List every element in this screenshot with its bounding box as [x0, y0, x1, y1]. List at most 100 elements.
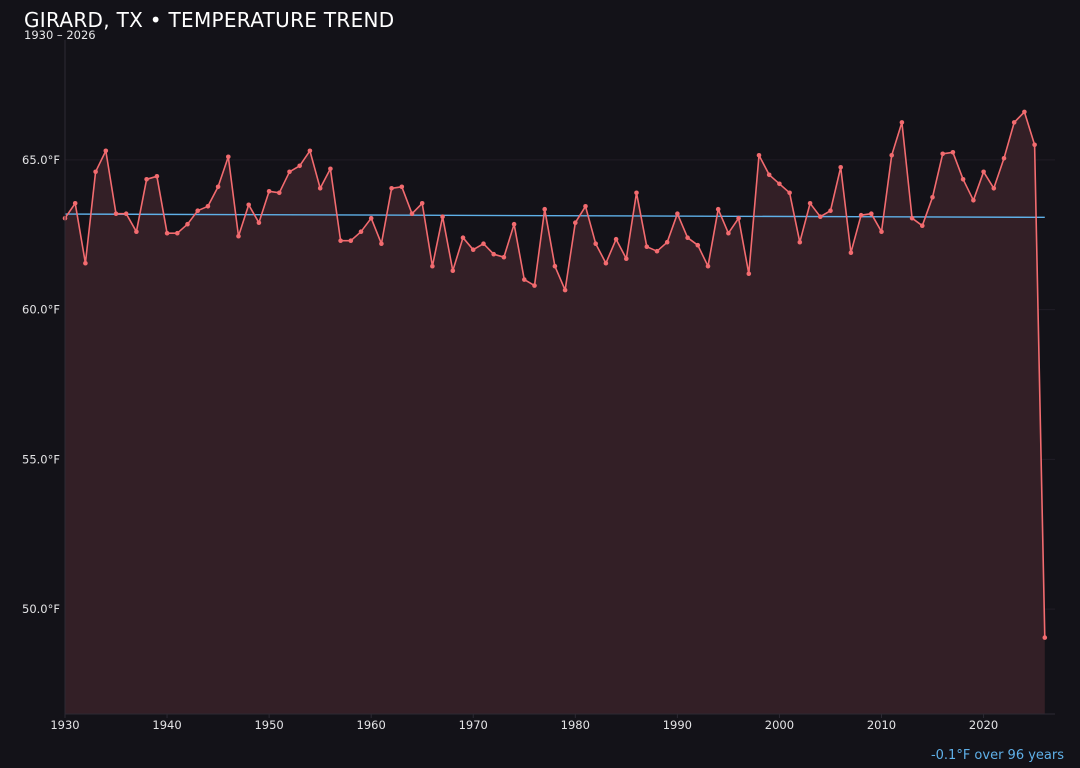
data-point: [624, 256, 629, 262]
data-point: [736, 215, 741, 221]
x-tick-label: 2000: [765, 718, 794, 732]
data-point: [113, 211, 119, 216]
data-point: [930, 195, 935, 200]
data-point: [960, 177, 966, 182]
data-point: [328, 166, 333, 172]
y-tick-label: 65.0°F: [22, 153, 60, 167]
data-point: [389, 186, 394, 191]
data-point: [511, 221, 517, 227]
axes: [64, 40, 1055, 718]
data-point: [552, 263, 558, 269]
data-point: [542, 206, 547, 212]
x-tick-label: 2020: [969, 718, 998, 732]
data-point: [675, 211, 680, 216]
data-point: [93, 169, 98, 175]
data-point: [787, 190, 792, 196]
data-point: [828, 208, 833, 213]
data-point: [175, 230, 180, 236]
data-point: [532, 283, 537, 288]
data-point: [889, 153, 894, 158]
data-point: [899, 120, 905, 125]
data-point: [419, 201, 425, 206]
data-point: [195, 208, 200, 213]
data-point: [1042, 635, 1048, 640]
trend-annotation: -0.1°F over 96 years: [930, 748, 1064, 763]
chart-title: GIRARD, TX • TEMPERATURE TREND: [24, 8, 395, 32]
data-point: [491, 251, 497, 257]
data-point: [256, 220, 262, 225]
data-point: [705, 263, 711, 269]
x-tick-label: 1980: [561, 718, 590, 732]
data-point: [338, 238, 343, 243]
data-point: [134, 229, 139, 234]
data-point: [1001, 156, 1007, 161]
data-point: [726, 230, 731, 236]
data-point: [368, 215, 374, 221]
data-point: [746, 271, 752, 277]
y-tick-label: 55.0°F: [22, 452, 60, 466]
data-point: [818, 214, 823, 219]
data-point: [481, 241, 486, 246]
data-point: [317, 186, 323, 191]
data-point: [664, 239, 670, 245]
data-point: [991, 186, 997, 191]
data-point: [123, 211, 129, 216]
data-point: [879, 229, 884, 234]
x-tick-label: 1960: [357, 718, 386, 732]
data-point: [685, 235, 690, 240]
data-point: [869, 211, 874, 216]
x-tick-label: 1950: [254, 718, 283, 732]
y-axis-ticks: 50.0°F 55.0°F 60.0°F 65.0°F: [22, 153, 60, 616]
data-point: [501, 254, 507, 260]
data-point: [715, 206, 721, 212]
x-axis-ticks: 1930 1940 1950 1960 1970 1980 1990 2000 2010 2020: [50, 718, 998, 732]
data-point: [583, 204, 588, 209]
data-point: [287, 169, 292, 175]
data-point: [838, 165, 843, 170]
data-point: [399, 184, 405, 190]
data-point: [950, 150, 956, 155]
data-point: [573, 220, 578, 225]
data-point: [358, 229, 364, 234]
data-point: [756, 153, 762, 158]
y-tick-label: 50.0°F: [22, 602, 60, 616]
data-point: [909, 215, 915, 221]
data-point: [1022, 109, 1027, 115]
data-point: [72, 201, 78, 206]
data-point: [460, 235, 466, 240]
data-point: [613, 236, 619, 242]
data-point: [440, 214, 445, 219]
data-point: [470, 247, 476, 252]
data-point: [695, 242, 701, 248]
data-point: [562, 287, 568, 293]
data-point: [450, 268, 456, 274]
data-point: [307, 148, 313, 154]
data-point: [1032, 142, 1037, 148]
data-point: [1011, 120, 1017, 125]
data-point: [797, 239, 803, 245]
data-point: [205, 204, 211, 209]
data-point: [185, 221, 190, 227]
data-point: [83, 260, 88, 266]
y-tick-label: 60.0°F: [22, 303, 60, 317]
data-point: [144, 177, 149, 182]
data-point: [297, 163, 303, 169]
x-tick-label: 1990: [663, 718, 692, 732]
temperature-area-fill: [65, 111, 1045, 714]
data-point: [971, 198, 976, 203]
data-point: [654, 248, 660, 254]
data-point: [409, 211, 415, 216]
data-point: [981, 169, 986, 175]
data-point: [236, 233, 241, 239]
data-point: [593, 241, 598, 246]
data-point: [164, 230, 170, 236]
data-point: [266, 189, 272, 194]
data-point: [644, 244, 650, 249]
data-point: [858, 212, 864, 218]
data-point: [634, 190, 639, 196]
data-point: [807, 201, 813, 206]
data-point: [379, 241, 384, 246]
data-point: [522, 277, 527, 282]
data-point: [215, 184, 221, 190]
chart-subtitle: 1930 – 2026: [24, 28, 96, 42]
